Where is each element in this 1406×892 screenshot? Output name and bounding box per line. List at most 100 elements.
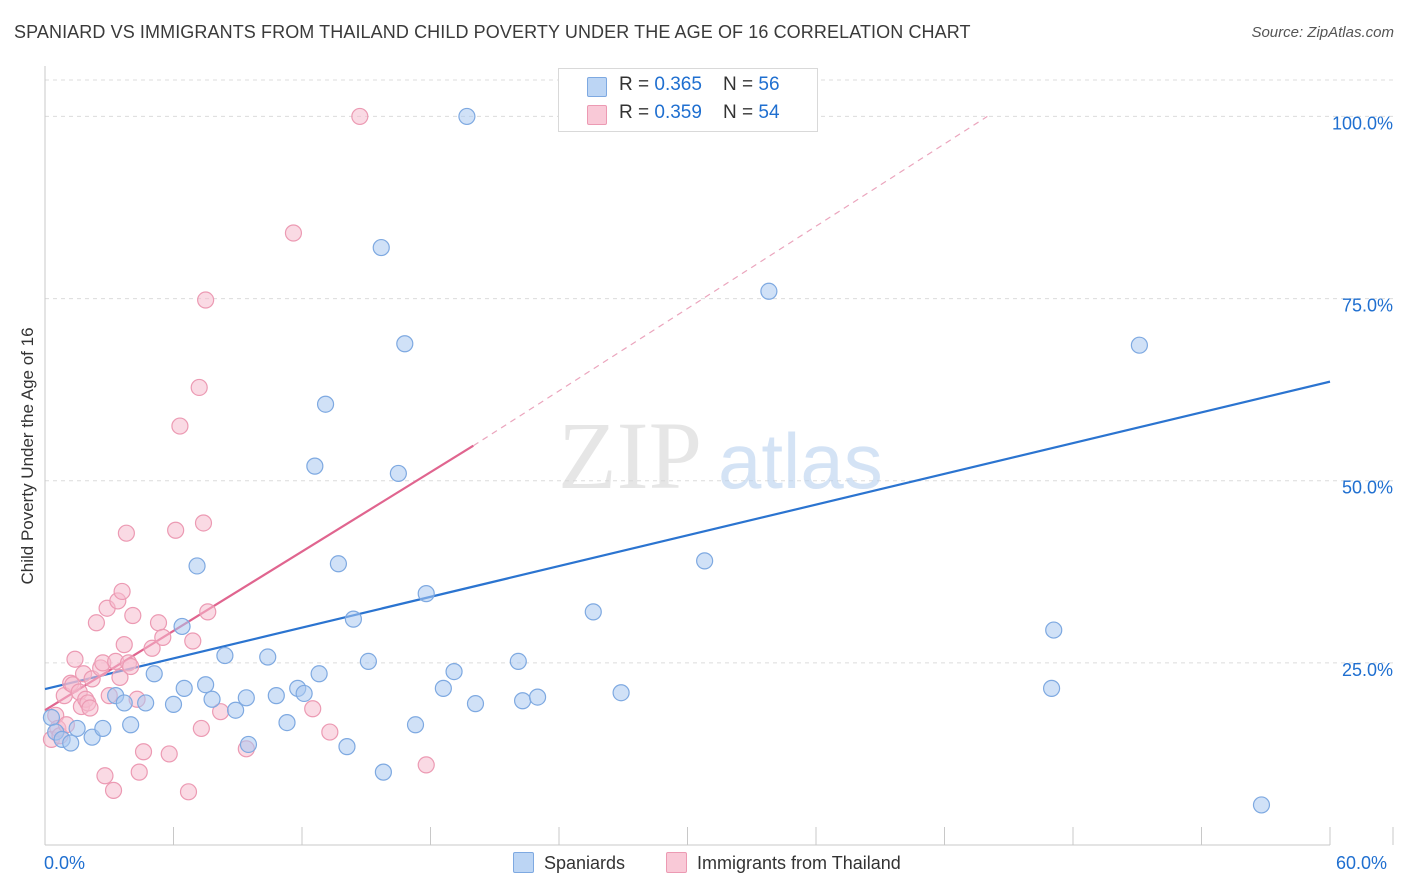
spaniard-point: [295, 684, 313, 703]
spaniard-point: [310, 665, 328, 683]
y-tick-label: 25.0%: [1342, 660, 1393, 680]
n-label: N =: [723, 102, 759, 123]
y-tick-label: 75.0%: [1342, 296, 1393, 316]
thailand-point: [190, 378, 208, 397]
r-label: R =: [619, 102, 655, 123]
y-tick-label: 100.0%: [1332, 113, 1393, 133]
legend-item-thailand[interactable]: Immigrants from Thailand: [666, 852, 901, 874]
spaniard-point: [584, 603, 602, 621]
spaniard-point: [1045, 621, 1063, 639]
spaniard-point: [528, 688, 547, 706]
spaniard-point: [145, 665, 163, 683]
thailand-point: [115, 636, 133, 654]
legend-swatch-pink: [587, 105, 607, 125]
thailand-point: [321, 723, 339, 741]
thailand-point: [149, 614, 168, 632]
spaniard-point: [374, 763, 392, 781]
spaniard-point: [197, 676, 215, 694]
spaniard-point: [1042, 679, 1061, 697]
spaniard-point: [389, 464, 407, 483]
spaniard-point: [338, 738, 356, 756]
spaniard-point: [316, 395, 335, 413]
thailand-point: [351, 107, 369, 126]
points-layer: [42, 107, 1271, 814]
spaniard-point: [696, 552, 714, 570]
spaniard-point: [122, 716, 140, 734]
y-tick-label: 50.0%: [1342, 478, 1393, 498]
thailand-point: [143, 639, 161, 657]
thailand-point: [117, 524, 135, 542]
thailand-point: [154, 628, 172, 646]
thailand-point: [66, 650, 84, 668]
thailand-point: [96, 767, 114, 785]
spaniard-point: [396, 335, 414, 353]
spaniard-point: [137, 694, 155, 712]
spaniard-point: [406, 716, 425, 734]
y-axis-label: Child Poverty Under the Age of 16: [18, 327, 37, 585]
spaniard-point: [434, 679, 452, 697]
thailand-point: [197, 291, 215, 309]
n-value: 56: [758, 74, 780, 95]
legend-item-spaniards[interactable]: Spaniards: [513, 852, 625, 874]
spaniard-point: [466, 695, 485, 713]
spaniard-point: [445, 662, 463, 681]
spaniard-point: [329, 555, 348, 573]
legend-label: Spaniards: [544, 853, 626, 873]
spaniard-point: [42, 708, 61, 727]
r-value: 0.359: [654, 102, 702, 123]
spaniard-point: [509, 652, 527, 671]
spaniard-point: [68, 719, 86, 738]
thailand-point: [179, 783, 198, 801]
x-tick-label-min: 0.0%: [44, 853, 86, 873]
spaniard-point: [239, 735, 258, 754]
spaniard-point: [237, 689, 255, 707]
spaniard-point: [760, 282, 778, 300]
thailand-point: [104, 781, 123, 799]
legend-swatch-blue: [587, 77, 607, 97]
x-tick-label-max: 60.0%: [1336, 853, 1388, 873]
spaniard-point: [188, 557, 206, 575]
spaniard-point: [458, 107, 476, 126]
spaniard-point: [306, 457, 324, 475]
spaniard-point: [278, 713, 296, 732]
spaniard-point: [1252, 796, 1271, 814]
grid-layer: [45, 79, 1395, 664]
spaniards-trend-line: [44, 380, 1331, 691]
thailand-point: [167, 521, 185, 539]
spaniard-point: [267, 687, 285, 705]
thailand-point: [417, 756, 435, 774]
thailand-point: [130, 763, 148, 781]
spaniard-point: [372, 238, 390, 257]
r-value: 0.365: [654, 74, 702, 95]
spaniard-point: [1130, 336, 1148, 354]
legend-swatch-blue: [513, 852, 534, 873]
y-tick-labels: 25.0% 50.0% 75.0% 100.0%: [1332, 113, 1393, 679]
thailand-point: [111, 668, 129, 687]
axis-layer: [44, 66, 1394, 846]
spaniard-point: [94, 719, 112, 738]
watermark-atlas: atlas: [718, 417, 883, 505]
spaniard-point: [344, 610, 362, 628]
spaniard-point: [612, 684, 630, 702]
spaniard-point: [115, 694, 133, 712]
spaniard-point: [259, 648, 277, 666]
thailand-point: [81, 699, 99, 717]
spaniard-point: [227, 701, 245, 719]
watermark: ZIP atlas: [558, 402, 883, 509]
spaniard-point: [359, 652, 377, 671]
spaniard-point: [62, 734, 80, 752]
thailand-point: [194, 514, 213, 532]
n-value: 54: [758, 102, 780, 123]
legend-label: Immigrants from Thailand: [697, 853, 901, 873]
thailand-point: [184, 632, 202, 650]
source-label: Source: ZipAtlas.com: [1251, 24, 1394, 41]
spaniard-point: [164, 695, 183, 713]
spaniard-point: [417, 585, 435, 603]
thailand-point: [134, 743, 153, 761]
stats-legend: R = 0.365 N = 56 R = 0.359 N = 54: [558, 68, 818, 132]
thailand-point: [87, 614, 106, 632]
thailand-point: [199, 603, 217, 621]
thailand-point: [304, 700, 322, 718]
watermark-zip: ZIP: [558, 402, 702, 509]
